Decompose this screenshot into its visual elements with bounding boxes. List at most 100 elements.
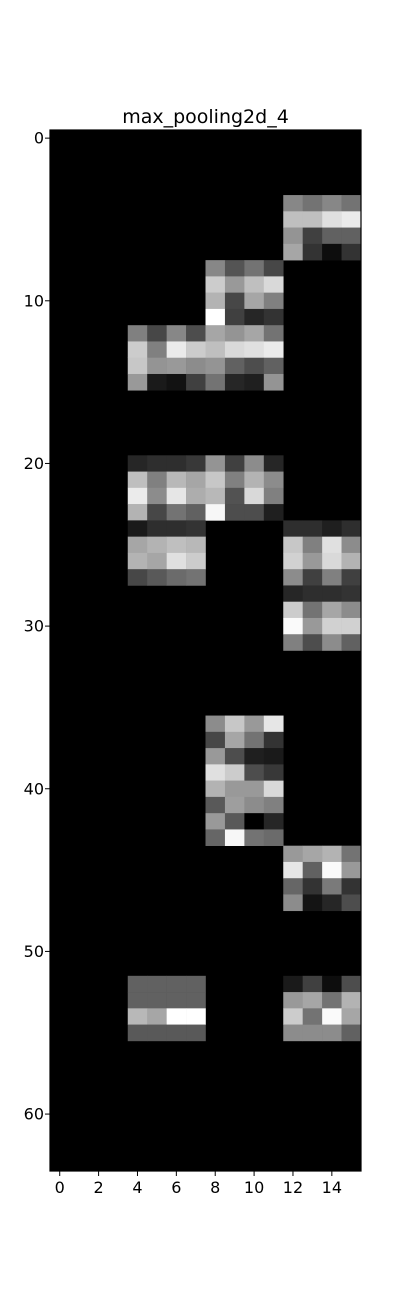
heatmap-cell (224, 471, 245, 489)
heatmap-cell (302, 243, 323, 261)
heatmap-cell (302, 569, 323, 586)
heatmap-cell (166, 1008, 187, 1025)
heatmap-cell (244, 829, 265, 846)
heatmap-cell (322, 1008, 342, 1025)
heatmap-cell (283, 195, 303, 212)
heatmap-cell (302, 227, 323, 245)
heatmap-cell (341, 845, 362, 863)
heatmap-cell (186, 1008, 206, 1025)
heatmap-cell (283, 520, 303, 537)
y-tick-label: 20 (24, 454, 44, 473)
heatmap-cell (283, 1008, 303, 1025)
heatmap-cell (205, 813, 226, 830)
heatmap-cell (224, 829, 245, 846)
y-tick-label: 50 (24, 942, 44, 961)
x-tick-label: 14 (322, 1178, 342, 1197)
heatmap-cell (244, 308, 265, 326)
heatmap-cell (127, 487, 148, 505)
heatmap-cell (205, 715, 226, 733)
heatmap-cell (224, 260, 245, 277)
heatmap-cell (224, 325, 245, 342)
heatmap-cell (322, 536, 342, 554)
heatmap-cell (127, 552, 148, 570)
plot-area (50, 130, 362, 1171)
heatmap-cell (244, 715, 265, 733)
heatmap-cell (186, 341, 206, 359)
x-tick-label: 10 (244, 1178, 264, 1197)
heatmap-cell (322, 585, 342, 603)
heatmap-cell (263, 504, 284, 521)
heatmap-cell (205, 373, 226, 391)
heatmap-cell (147, 1024, 167, 1042)
heatmap-cell (322, 569, 342, 586)
heatmap-cell (341, 601, 362, 619)
heatmap-cells (127, 195, 362, 1042)
heatmap-cell (302, 992, 323, 1009)
heatmap-cell (322, 634, 342, 651)
heatmap-cell (263, 373, 284, 391)
heatmap-cell (263, 715, 284, 733)
heatmap-cell (341, 634, 362, 651)
heatmap-cell (127, 1008, 148, 1025)
heatmap-cell (166, 520, 187, 537)
heatmap-cell (224, 796, 245, 814)
heatmap-cell (147, 536, 167, 554)
heatmap-cell (166, 569, 187, 586)
heatmap-cell (263, 829, 284, 846)
heatmap-cell (186, 536, 206, 554)
heatmap-cell (302, 617, 323, 635)
heatmap-cell (127, 975, 148, 993)
heatmap-cell (283, 845, 303, 863)
heatmap-cell (205, 780, 226, 798)
heatmap-cell (302, 195, 323, 212)
heatmap-cell (283, 536, 303, 554)
heatmap-cell (283, 243, 303, 261)
heatmap-cell (302, 1008, 323, 1025)
heatmap-cell (224, 780, 245, 798)
heatmap-cell (147, 487, 167, 505)
heatmap-cell (283, 617, 303, 635)
heatmap-cell (283, 1024, 303, 1042)
heatmap-cell (186, 487, 206, 505)
y-axis: 0 10 20 30 40 50 60 (24, 129, 50, 1124)
heatmap-cell (341, 878, 362, 895)
heatmap-cell (244, 487, 265, 505)
heatmap-cell (224, 504, 245, 521)
heatmap-cell (283, 601, 303, 619)
y-tick-label: 40 (24, 779, 44, 798)
heatmap-cell (166, 504, 187, 521)
heatmap-cell (263, 357, 284, 375)
heatmap-cell (302, 861, 323, 879)
heatmap-cell (322, 227, 342, 245)
heatmap-cell (224, 813, 245, 830)
heatmap-cell (186, 992, 206, 1009)
heatmap-cell (205, 487, 226, 505)
heatmap-cell (244, 373, 265, 391)
heatmap-cell (302, 585, 323, 603)
y-tick-label: 10 (24, 291, 44, 310)
heatmap-cell (186, 357, 206, 375)
heatmap-cell (263, 780, 284, 798)
heatmap-cell (263, 341, 284, 359)
heatmap-cell (127, 471, 148, 489)
heatmap-cell (244, 292, 265, 310)
heatmap-cell (166, 487, 187, 505)
heatmap-cell (166, 455, 187, 472)
heatmap-cell (147, 975, 167, 993)
heatmap-cell (263, 308, 284, 326)
heatmap-cell (302, 845, 323, 863)
heatmap-cell (147, 504, 167, 521)
heatmap-cell (147, 1008, 167, 1025)
heatmap-cell (341, 1024, 362, 1042)
x-axis: 0 2 4 6 8 10 12 14 (55, 1171, 342, 1197)
heatmap-cell (322, 878, 342, 895)
heatmap-cell (186, 471, 206, 489)
heatmap-cell (322, 617, 342, 635)
heatmap-cell (341, 536, 362, 554)
heatmap-cell (322, 552, 342, 570)
heatmap-cell (205, 341, 226, 359)
heatmap-cell (302, 894, 323, 912)
heatmap-cell (341, 520, 362, 537)
heatmap-cell (224, 276, 245, 293)
